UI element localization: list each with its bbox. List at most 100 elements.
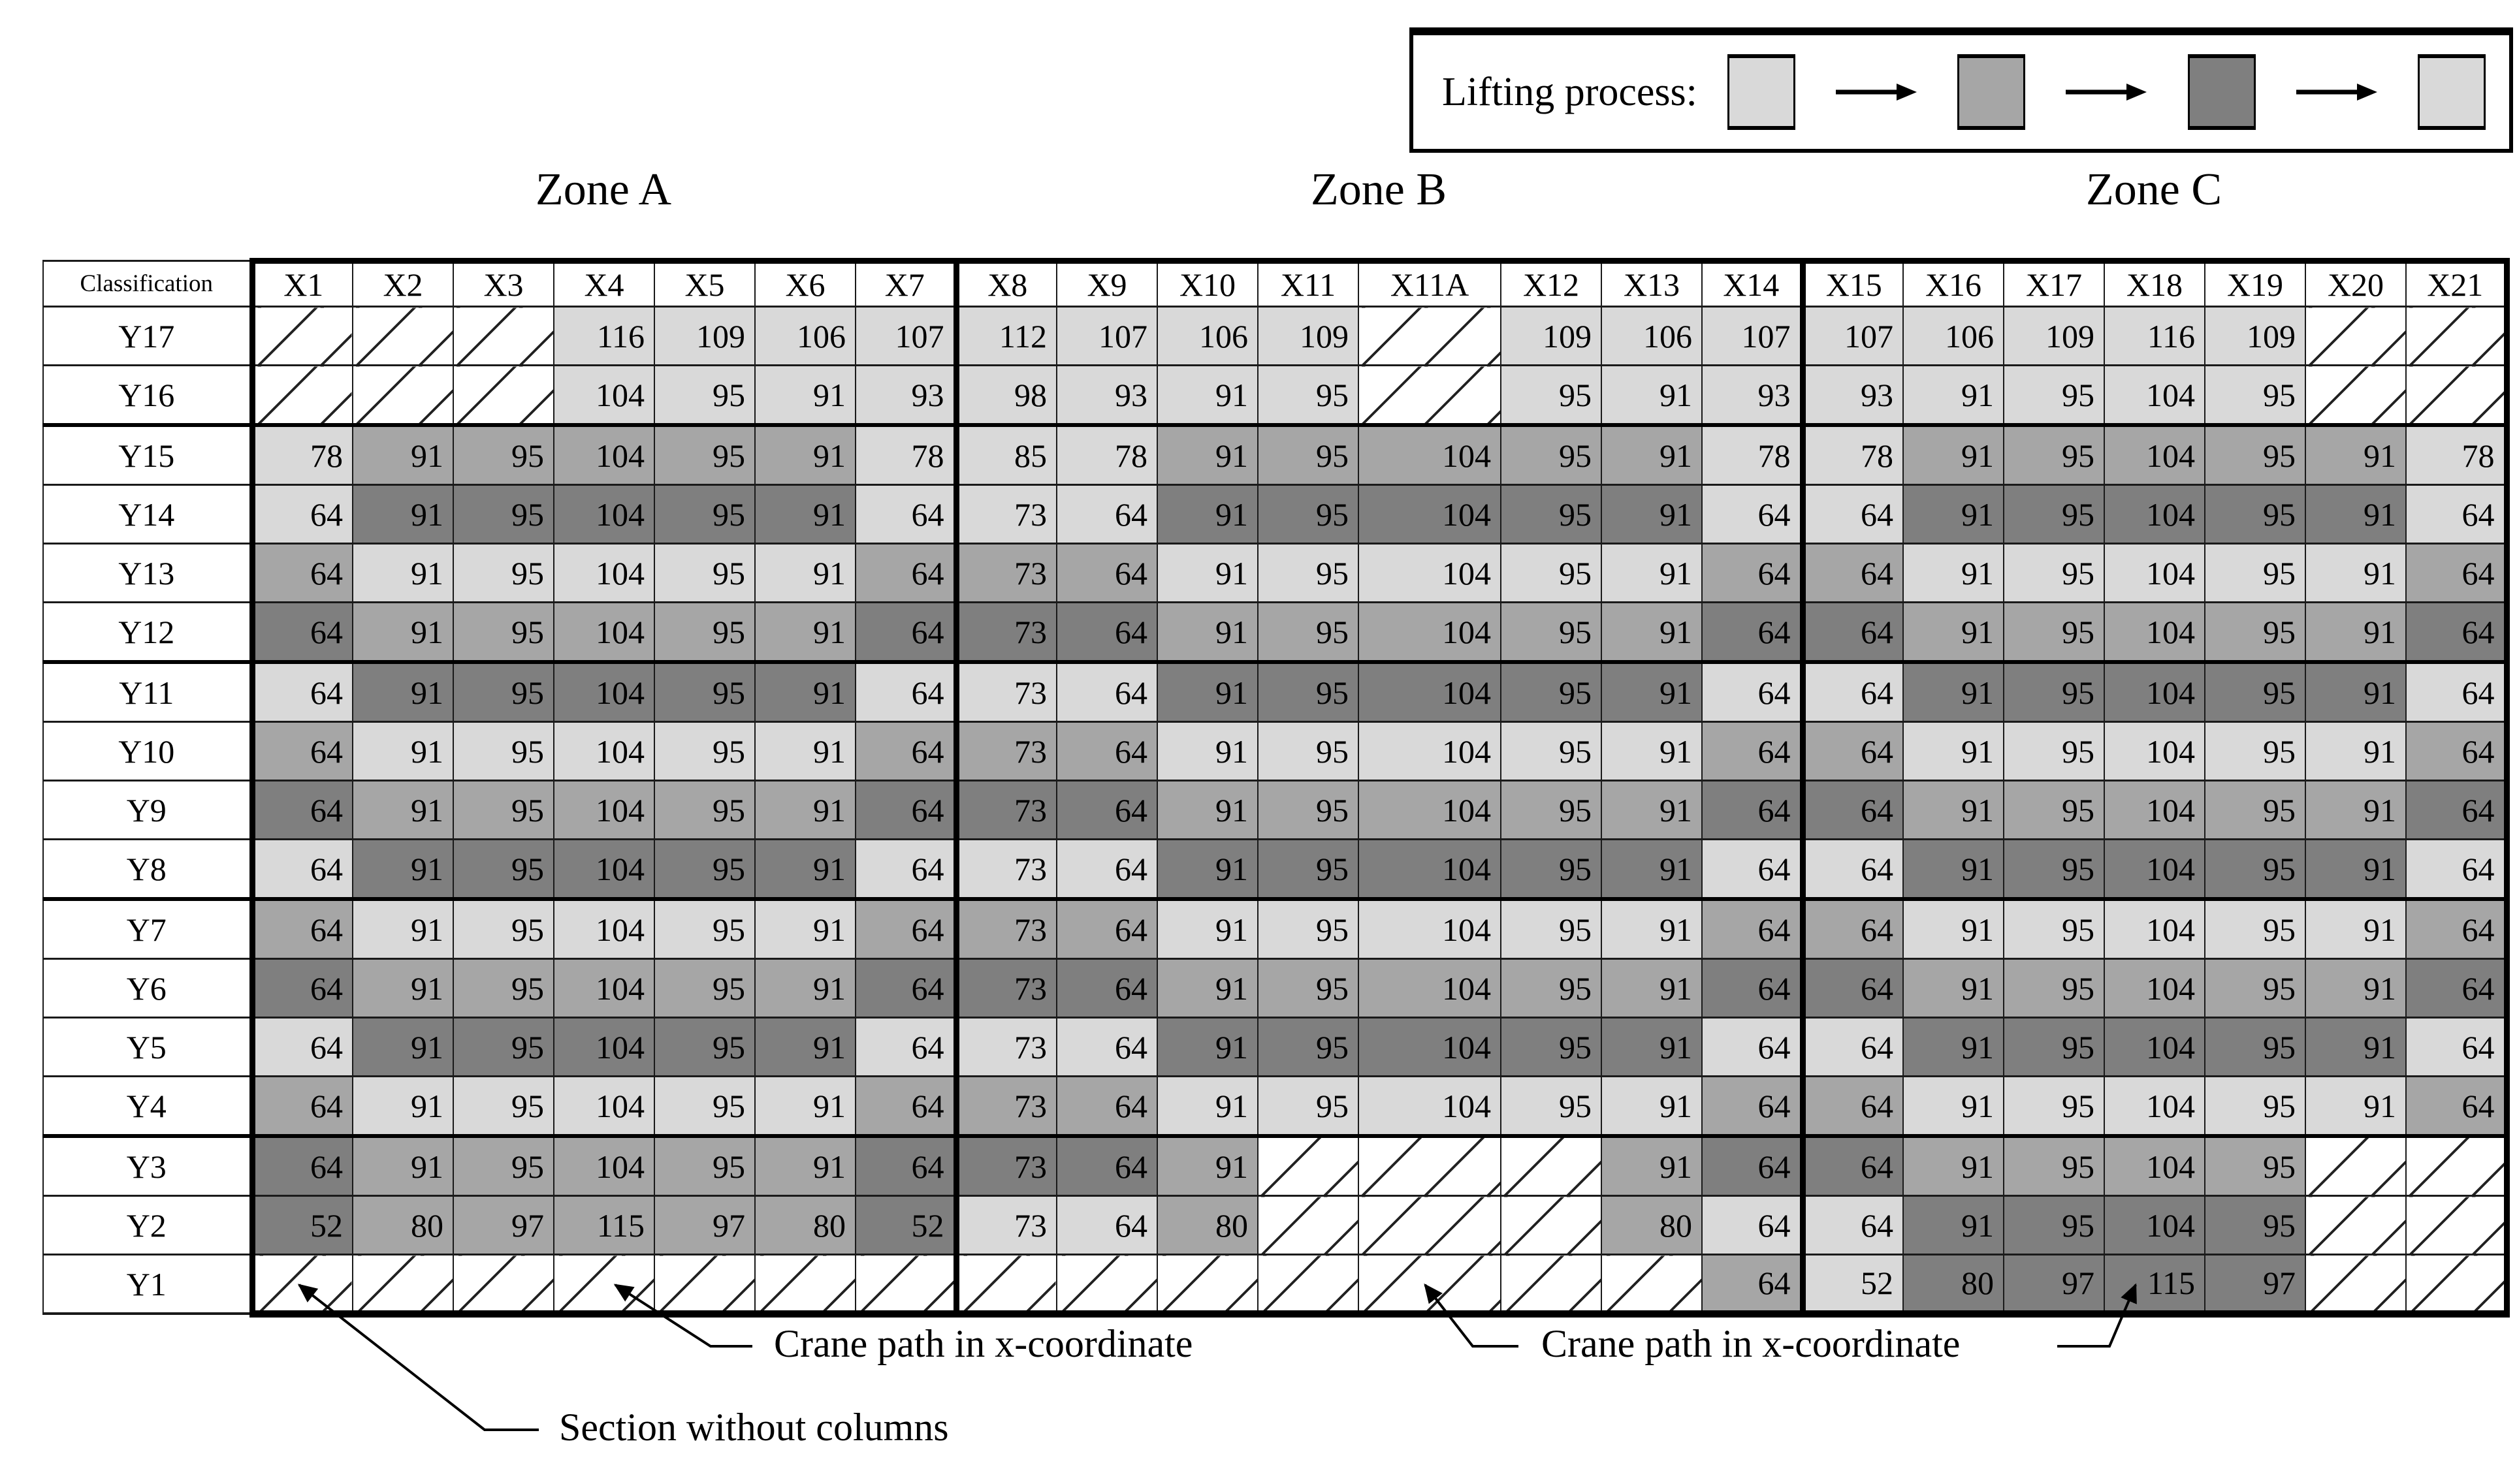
cell-X8-Y11: 73 (953, 660, 1057, 723)
cell-X19-Y1: 97 (2204, 1254, 2306, 1318)
cell-X7-Y13: 64 (855, 543, 957, 603)
cell-X3-Y5: 95 (453, 1017, 554, 1077)
cell-X14-Y9: 64 (1701, 780, 1803, 840)
cell-X3-Y12: 95 (453, 601, 554, 663)
cell-X13-Y13: 91 (1601, 543, 1703, 603)
cell-X12-Y15: 95 (1500, 423, 1602, 486)
lifting-process-legend: Lifting process: (1409, 27, 2513, 153)
cell-X9-Y8: 64 (1056, 838, 1158, 900)
legend-stage-1-light-box (1727, 54, 1795, 130)
section-without-columns-label: Section without columns (559, 1406, 949, 1449)
cell-X9-Y4: 64 (1056, 1075, 1158, 1137)
crane-path-left-label: Crane path in x-coordinate (774, 1322, 1193, 1365)
cell-X11A-Y11: 104 (1358, 660, 1501, 723)
cell-X11-Y17: 109 (1257, 306, 1359, 366)
cell-X2-Y17 (352, 306, 454, 366)
cell-X15-Y5: 64 (1799, 1017, 1904, 1077)
cell-X11-Y11: 95 (1257, 660, 1359, 723)
cell-X6-Y9: 91 (754, 780, 856, 840)
cell-X4-Y7: 104 (553, 897, 655, 960)
cell-X20-Y7: 91 (2305, 897, 2407, 960)
cell-X19-Y8: 95 (2204, 838, 2306, 900)
cell-X5-Y7: 95 (654, 897, 756, 960)
cell-X15-Y2: 64 (1799, 1195, 1904, 1255)
cell-X16-Y2: 91 (1902, 1195, 2004, 1255)
cell-X10-Y7: 91 (1157, 897, 1258, 960)
cell-X17-Y14: 95 (2003, 484, 2105, 545)
cell-X1-Y14: 64 (249, 484, 353, 545)
col-header-X4: X4 (553, 258, 655, 308)
cell-X2-Y7: 91 (352, 897, 454, 960)
cell-X11-Y2 (1257, 1195, 1359, 1255)
cell-X2-Y10: 91 (352, 721, 454, 781)
cell-X2-Y14: 91 (352, 484, 454, 545)
cell-X19-Y11: 95 (2204, 660, 2306, 723)
cell-X12-Y1 (1500, 1254, 1602, 1318)
cell-X11-Y16: 95 (1257, 364, 1359, 426)
cell-X19-Y14: 95 (2204, 484, 2306, 545)
cell-X8-Y3: 73 (953, 1134, 1057, 1197)
cell-X8-Y16: 98 (953, 364, 1057, 426)
cell-X7-Y8: 64 (855, 838, 957, 900)
cell-X6-Y15: 91 (754, 423, 856, 486)
cell-X13-Y15: 91 (1601, 423, 1703, 486)
cell-X15-Y10: 64 (1799, 721, 1904, 781)
row-header-Y11: Y11 (42, 660, 253, 723)
cell-X13-Y6: 91 (1601, 958, 1703, 1018)
col-header-X21: X21 (2405, 258, 2510, 308)
cell-X21-Y3 (2405, 1134, 2510, 1197)
cell-X2-Y6: 91 (352, 958, 454, 1018)
col-header-X10: X10 (1157, 258, 1258, 308)
cell-X5-Y14: 95 (654, 484, 756, 545)
cell-X21-Y11: 64 (2405, 660, 2510, 723)
cell-X16-Y15: 91 (1902, 423, 2004, 486)
cell-X11A-Y12: 104 (1358, 601, 1501, 663)
row-header-Y14: Y14 (42, 484, 253, 545)
cell-X9-Y2: 64 (1056, 1195, 1158, 1255)
cell-X21-Y15: 78 (2405, 423, 2510, 486)
cell-X20-Y3 (2305, 1134, 2407, 1197)
cell-X21-Y5: 64 (2405, 1017, 2510, 1077)
cell-X15-Y8: 64 (1799, 838, 1904, 900)
cell-X11-Y9: 95 (1257, 780, 1359, 840)
cell-X11A-Y17 (1358, 306, 1501, 366)
col-header-X13: X13 (1601, 258, 1703, 308)
cell-X4-Y1 (553, 1254, 655, 1318)
cell-X12-Y6: 95 (1500, 958, 1602, 1018)
cell-X3-Y17 (453, 306, 554, 366)
cell-X10-Y9: 91 (1157, 780, 1258, 840)
cell-X20-Y13: 91 (2305, 543, 2407, 603)
cell-X7-Y1 (855, 1254, 957, 1318)
cell-X12-Y12: 95 (1500, 601, 1602, 663)
cell-X19-Y4: 95 (2204, 1075, 2306, 1137)
cell-X2-Y2: 80 (352, 1195, 454, 1255)
cell-X6-Y11: 91 (754, 660, 856, 723)
cell-X17-Y4: 95 (2003, 1075, 2105, 1137)
col-header-X2: X2 (352, 258, 454, 308)
cell-X16-Y13: 91 (1902, 543, 2004, 603)
cell-X15-Y11: 64 (1799, 660, 1904, 723)
col-header-X3: X3 (453, 258, 554, 308)
cell-X21-Y12: 64 (2405, 601, 2510, 663)
cell-X4-Y12: 104 (553, 601, 655, 663)
cell-X11-Y14: 95 (1257, 484, 1359, 545)
cell-X15-Y14: 64 (1799, 484, 1904, 545)
cell-X9-Y10: 64 (1056, 721, 1158, 781)
arrow-right-icon (2066, 84, 2147, 101)
row-header-Y9: Y9 (42, 780, 253, 840)
cell-X14-Y8: 64 (1701, 838, 1803, 900)
cell-X7-Y4: 64 (855, 1075, 957, 1137)
cell-X3-Y10: 95 (453, 721, 554, 781)
cell-X10-Y10: 91 (1157, 721, 1258, 781)
cell-X4-Y17: 116 (553, 306, 655, 366)
cell-X11A-Y2 (1358, 1195, 1501, 1255)
col-header-X14: X14 (1701, 258, 1803, 308)
cell-X13-Y11: 91 (1601, 660, 1703, 723)
cell-X3-Y15: 95 (453, 423, 554, 486)
cell-X13-Y9: 91 (1601, 780, 1703, 840)
cell-X10-Y11: 91 (1157, 660, 1258, 723)
cell-X16-Y9: 91 (1902, 780, 2004, 840)
cell-X8-Y12: 73 (953, 601, 1057, 663)
cell-X4-Y5: 104 (553, 1017, 655, 1077)
